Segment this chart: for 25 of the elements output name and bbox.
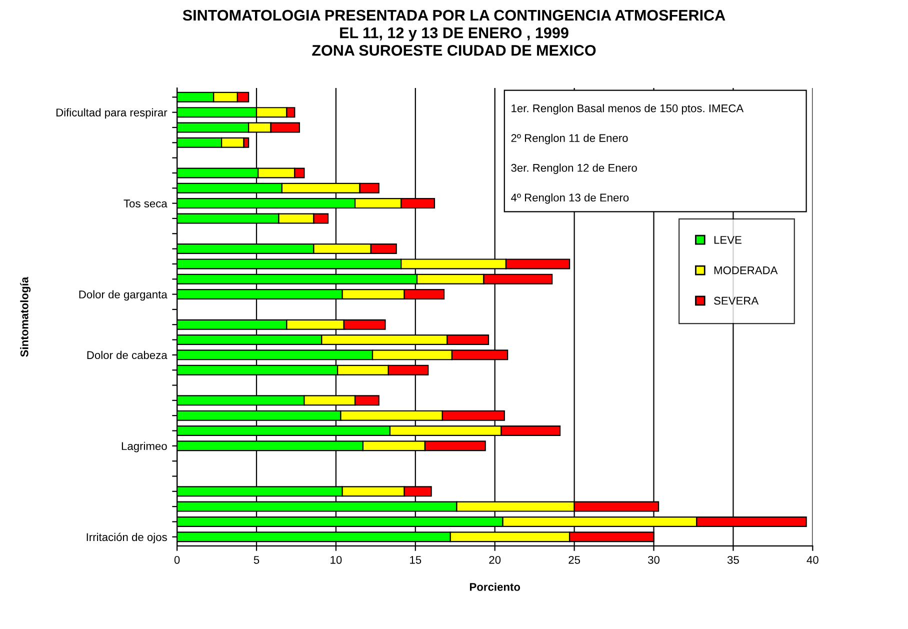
y-axis-title: Sintomatología	[20, 276, 31, 357]
annotation: 3er. Renglon 12 de Enero	[511, 164, 637, 174]
annotation: 1er. Renglon Basal menos de 150 ptos. IMECA	[512, 104, 744, 114]
x-tick-label: 5	[254, 556, 260, 564]
x-tick-label: 20	[489, 556, 501, 564]
x-tick-label: 0	[174, 556, 180, 564]
legend-label: LEVE	[714, 236, 742, 244]
y-tick-label: Lagrimeo	[122, 442, 167, 452]
y-tick-label: Tos seca	[124, 200, 168, 208]
x-axis-title: Porciento	[470, 582, 520, 591]
annotation: 2º Renglon 11 de Enero	[511, 134, 628, 144]
y-tick-label: Irritación de ojos	[86, 532, 167, 544]
x-tick-label: 40	[806, 556, 818, 564]
x-tick-label: 10	[330, 556, 342, 564]
y-tick-label: Dolor de cabeza	[87, 350, 168, 360]
x-tick-label: 30	[648, 556, 660, 564]
legend-label: SEVERA	[714, 296, 759, 305]
x-tick-label: 15	[410, 556, 422, 564]
y-tick-label: Dificultad para respirar	[56, 108, 168, 119]
chart-title: SINTOMATOLOGIA PRESENTADA POR LA CONTINGENCIA ATMOSFERICA EL 11, 12 y 13 DE ENERO , 1999 ZONA SUROESTE CIUDAD DE MEXICO	[182, 10, 726, 56]
annotation: 4º Renglon 13 de Enero	[511, 193, 629, 204]
x-tick-label: 25	[568, 556, 580, 564]
legend-label: MODERADA	[714, 266, 778, 274]
y-tick-label: Dolor de garganta	[79, 290, 168, 301]
x-tick-label: 35	[727, 556, 739, 564]
